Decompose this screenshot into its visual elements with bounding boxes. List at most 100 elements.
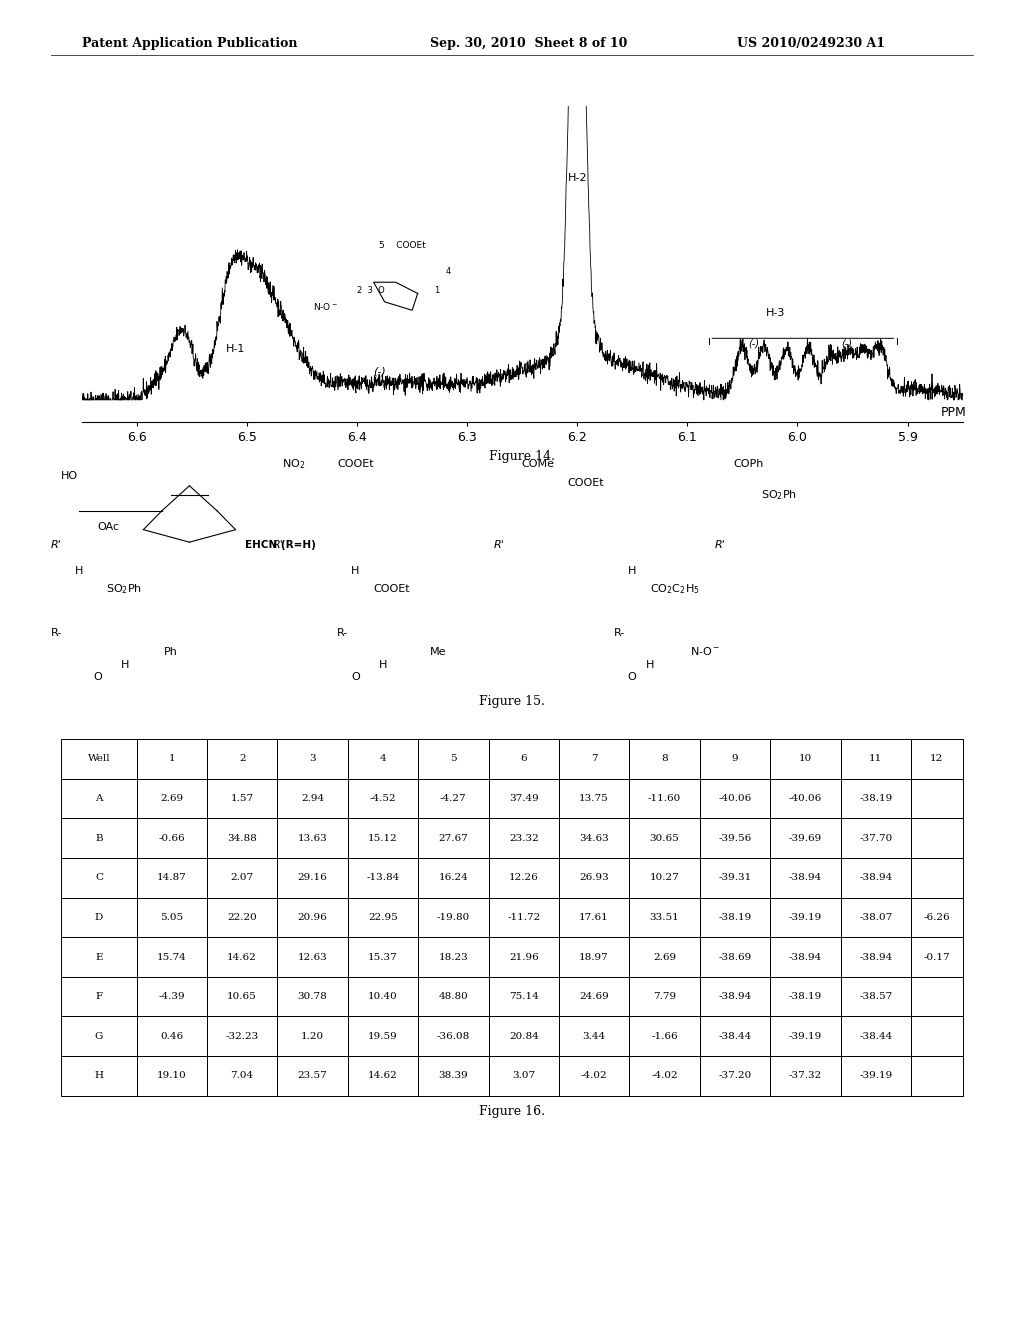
Text: R': R' [51,540,61,550]
Text: 10.40: 10.40 [368,993,397,1001]
Text: 2.94: 2.94 [301,795,324,803]
Text: 3: 3 [309,755,315,763]
Bar [418,977,488,1016]
Text: N-O$^-$: N-O$^-$ [690,645,721,657]
Text: 14.87: 14.87 [157,874,186,882]
Bar [61,1016,136,1056]
Bar [911,779,963,818]
Bar [61,937,136,977]
Bar [348,898,418,937]
Text: -0.17: -0.17 [924,953,950,961]
Text: 3.44: 3.44 [583,1032,605,1040]
Bar [61,858,136,898]
Bar [61,818,136,858]
Text: 14.62: 14.62 [227,953,257,961]
Text: -1.66: -1.66 [651,1032,678,1040]
Bar [841,739,911,779]
Text: -38.44: -38.44 [718,1032,752,1040]
Text: OAc: OAc [97,521,119,532]
Text: (-): (-) [373,367,385,376]
Bar [278,739,348,779]
Text: O: O [351,672,359,682]
Text: 5.05: 5.05 [160,913,183,921]
Bar [699,898,770,937]
Text: 15.74: 15.74 [157,953,186,961]
Text: -38.44: -38.44 [859,1032,892,1040]
Bar [136,1016,207,1056]
Text: 6: 6 [520,755,527,763]
Bar [207,898,278,937]
Text: 12.63: 12.63 [298,953,328,961]
Text: 2.07: 2.07 [230,874,254,882]
Bar [630,1056,699,1096]
Text: 30.65: 30.65 [649,834,679,842]
Text: R-: R- [337,628,348,639]
Bar [699,1016,770,1056]
Bar [278,858,348,898]
Bar [136,937,207,977]
Text: 7.79: 7.79 [653,993,676,1001]
Bar [348,858,418,898]
Bar [770,1016,841,1056]
Text: H: H [379,660,387,669]
Text: -39.19: -39.19 [788,1032,822,1040]
Text: -38.94: -38.94 [859,953,892,961]
Bar [136,779,207,818]
Bar [418,1016,488,1056]
Bar [136,898,207,937]
Bar [699,858,770,898]
Text: 20.84: 20.84 [509,1032,539,1040]
Text: Patent Application Publication: Patent Application Publication [82,37,297,50]
Text: Figure 16.: Figure 16. [479,1105,545,1118]
Bar [207,739,278,779]
Text: 22.20: 22.20 [227,913,257,921]
Bar [136,818,207,858]
Bar [911,977,963,1016]
Bar [841,1056,911,1096]
Text: COPh: COPh [733,459,764,469]
Text: SO$_2$Ph: SO$_2$Ph [106,582,142,597]
Bar [630,739,699,779]
Text: COMe: COMe [521,459,554,469]
Bar [630,898,699,937]
Bar [559,818,630,858]
Bar [911,818,963,858]
Bar [630,858,699,898]
Text: COOEt: COOEt [337,459,374,469]
Bar [911,898,963,937]
Text: O: O [628,672,636,682]
Text: 2: 2 [239,755,246,763]
Bar [841,937,911,977]
Bar [207,818,278,858]
Bar [770,898,841,937]
Text: 75.14: 75.14 [509,993,539,1001]
Text: -38.07: -38.07 [859,913,892,921]
Bar [559,1056,630,1096]
Text: SO$_2$Ph: SO$_2$Ph [761,488,797,502]
Text: 30.78: 30.78 [298,993,328,1001]
Bar [911,739,963,779]
Text: -40.06: -40.06 [718,795,752,803]
Text: 15.12: 15.12 [368,834,397,842]
Bar [911,858,963,898]
Bar [348,779,418,818]
Bar [278,1016,348,1056]
Text: -4.02: -4.02 [581,1072,607,1080]
Text: 23.32: 23.32 [509,834,539,842]
Bar [630,1016,699,1056]
Bar [488,1056,559,1096]
Text: H: H [646,660,654,669]
Text: (-): (-) [842,339,852,348]
Text: 1.57: 1.57 [230,795,254,803]
Bar [278,977,348,1016]
Text: 15.37: 15.37 [368,953,397,961]
Bar [488,739,559,779]
Text: -39.19: -39.19 [859,1072,892,1080]
Bar [348,818,418,858]
Bar [348,1056,418,1096]
Bar [841,898,911,937]
Text: 12.26: 12.26 [509,874,539,882]
Text: B: B [95,834,102,842]
Bar [630,937,699,977]
Bar [559,937,630,977]
